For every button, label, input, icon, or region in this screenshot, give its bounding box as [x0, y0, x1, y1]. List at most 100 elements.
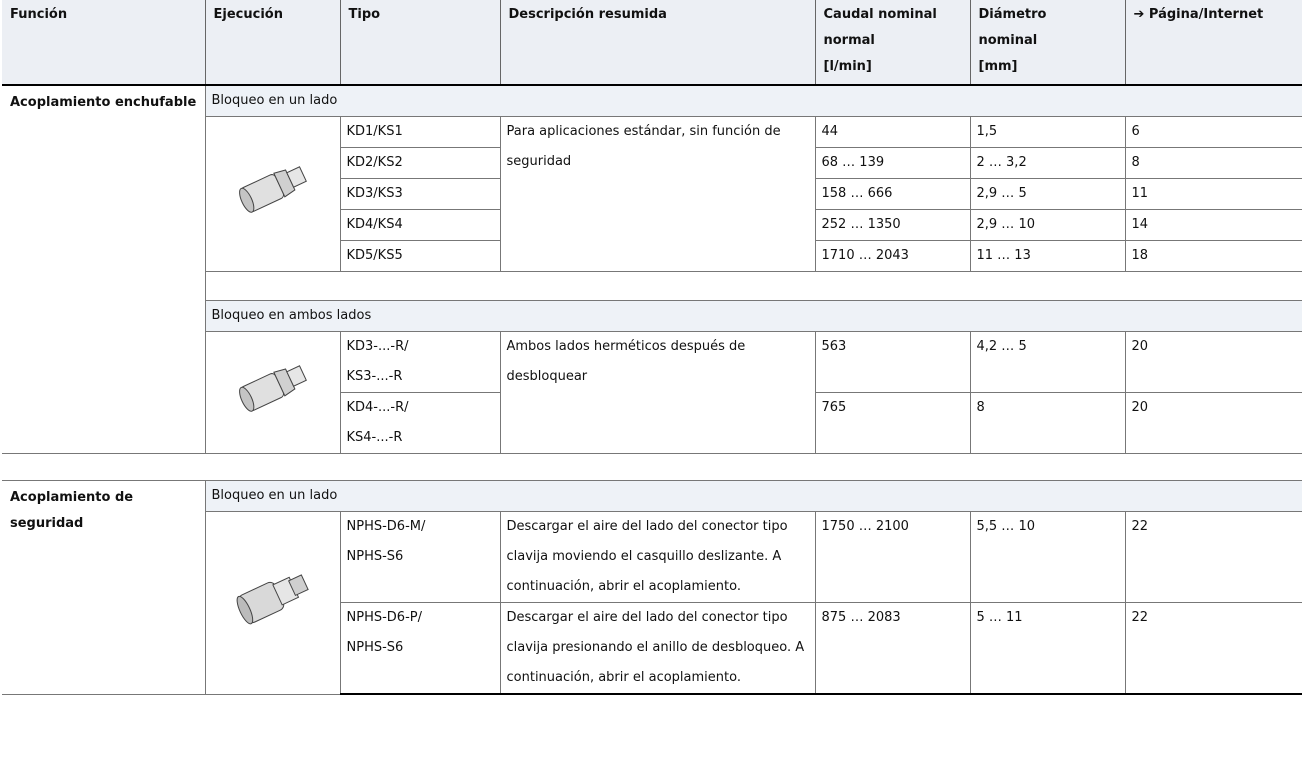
data-row: KD5/KS5 1710 … 2043 11 … 13 18: [2, 240, 1302, 272]
type-cell: NPHS-D6-M/NPHS-S6: [339, 511, 501, 603]
flow-cell: 252 … 1350: [814, 209, 971, 241]
page-cell: 11: [1124, 178, 1302, 210]
description-cell: Descargar el aire del lado del conector …: [499, 602, 816, 695]
description-cell: Para aplicaciones estándar, sin función …: [499, 116, 816, 272]
data-row: KD4-...-R/KS4-...-R 765 8 20: [2, 392, 1302, 454]
data-row: NPHS-D6-M/NPHS-S6 Descargar el aire del l…: [2, 511, 1302, 695]
diameter-cell: 11 … 13: [969, 240, 1126, 272]
column-header: ➔ Página/Internet: [1124, 0, 1302, 86]
data-row: KD3/KS3 158 … 666 2,9 … 5 11: [2, 178, 1302, 210]
group-title-row: Bloqueo en ambos lados: [2, 300, 1302, 332]
page-cell: 18: [1124, 240, 1302, 272]
flow-cell: 1710 … 2043: [814, 240, 971, 272]
separator-row: [2, 453, 1302, 481]
text-line: Caudal nominal: [823, 7, 937, 22]
function-cell: Acoplamiento enchufable: [2, 84, 206, 454]
type-cell: KD2/KS2: [339, 147, 501, 179]
diameter-cell: 5 … 11: [969, 602, 1126, 695]
type-cell: KD3/KS3: [339, 178, 501, 210]
data-row: KD2/KS2 68 … 139 2 … 3,2 8: [2, 147, 1302, 179]
header-row: Función Ejecución Tipo Descripción resumida…: [2, 0, 1302, 86]
text-line: Descripción resumida: [508, 7, 667, 22]
diameter-cell: 5,5 … 10: [969, 511, 1126, 603]
coupling-image: [236, 574, 309, 625]
spacer: [204, 271, 1302, 301]
data-row: KD3-...-R/KS3-...-R Ambos lados hermético…: [2, 331, 1302, 454]
group-title: Bloqueo en un lado: [204, 480, 1302, 512]
type-cell: KD4/KS4: [339, 209, 501, 241]
text-line: KD3/KS3: [346, 186, 403, 201]
flow-cell: 1750 … 2100: [814, 511, 971, 603]
coupling-image: [238, 364, 307, 412]
data-row: NPHS-D6-P/NPHS-S6 Descargar el aire del l…: [2, 602, 1302, 695]
diameter-cell: 4,2 … 5: [969, 331, 1126, 393]
flow-cell: 158 … 666: [814, 178, 971, 210]
text-line: Función: [10, 7, 68, 22]
text-line: NPHS-S6: [346, 549, 404, 564]
data-row: KD4/KS4 252 … 1350 2,9 … 10 14: [2, 209, 1302, 241]
description-cell: Ambos lados herméticos después de desblo…: [499, 331, 816, 454]
flow-cell: 563: [814, 331, 971, 393]
flow-cell: 875 … 2083: [814, 602, 971, 695]
column-header: Tipo: [339, 0, 500, 86]
text-line: KS3-...-R: [346, 369, 403, 384]
diameter-cell: 8: [969, 392, 1126, 454]
diameter-cell: 2,9 … 5: [969, 178, 1126, 210]
text-line: ➔ Página/Internet: [1133, 7, 1264, 22]
page-cell: 14: [1124, 209, 1302, 241]
flow-cell: 68 … 139: [814, 147, 971, 179]
text-line: KD5/KS5: [346, 248, 403, 263]
text-line: KD3-...-R/: [346, 339, 409, 354]
type-cell: KD5/KS5: [339, 240, 501, 272]
text-line: NPHS-D6-P/: [346, 610, 422, 625]
data-row: KD1/KS1 Para aplicaciones estándar, sin f…: [2, 116, 1302, 272]
flow-cell: 44: [814, 116, 971, 148]
column-header: Ejecución: [204, 0, 340, 86]
text-line: normal: [823, 33, 875, 48]
text-line: KD4-...-R/: [346, 400, 409, 415]
column-header: Caudal nominal normal [l/min]: [814, 0, 970, 86]
text-line: [l/min]: [823, 59, 872, 74]
description-cell: Descargar el aire del lado del conector …: [499, 511, 816, 603]
text-line: Diámetro: [978, 7, 1047, 22]
page-cell: 20: [1124, 331, 1302, 393]
text-line: NPHS-D6-M/: [346, 519, 426, 534]
text-line: KD2/KS2: [346, 155, 403, 170]
column-header: Diámetro nominal [mm]: [969, 0, 1125, 86]
text-line: KD1/KS1: [346, 124, 403, 139]
image-cell: [204, 116, 341, 272]
text-line: KS4-...-R: [346, 430, 403, 445]
coupling-image: [238, 166, 307, 213]
image-cell: [204, 511, 341, 695]
flow-cell: 765: [814, 392, 971, 454]
group-title: Bloqueo en ambos lados: [204, 300, 1302, 332]
text-line: nominal: [978, 33, 1038, 48]
type-cell: KD3-...-R/KS3-...-R: [339, 331, 501, 393]
page-cell: 8: [1124, 147, 1302, 179]
text-line: NPHS-S6: [346, 640, 404, 655]
table-body: Acoplamiento enchufable Bloqueo en un lad…: [2, 84, 1302, 695]
text-line: Ejecución: [213, 7, 283, 22]
column-header: Descripción resumida: [499, 0, 815, 86]
text-line: KD4/KS4: [346, 217, 403, 232]
type-cell: KD1/KS1: [339, 116, 501, 148]
image-cell: [204, 331, 341, 454]
page-cell: 22: [1124, 602, 1302, 695]
page-cell: 22: [1124, 511, 1302, 603]
diameter-cell: 1,5: [969, 116, 1126, 148]
product-table: Función Ejecución Tipo Descripción resumida…: [2, 0, 1302, 695]
diameter-cell: 2,9 … 10: [969, 209, 1126, 241]
text-line: Tipo: [348, 7, 381, 22]
type-cell: NPHS-D6-P/NPHS-S6: [339, 602, 501, 695]
diameter-cell: 2 … 3,2: [969, 147, 1126, 179]
group-title: Bloqueo en un lado: [204, 84, 1302, 117]
group-title-row: Acoplamiento de seguridad Bloqueo en un l…: [2, 480, 1302, 695]
spacer: [2, 453, 1302, 481]
type-cell: KD4-...-R/KS4-...-R: [339, 392, 501, 454]
page-cell: 20: [1124, 392, 1302, 454]
group-title-row: Acoplamiento enchufable Bloqueo en un lad…: [2, 84, 1302, 454]
page-cell: 6: [1124, 116, 1302, 148]
text-line: [mm]: [978, 59, 1018, 74]
function-cell: Acoplamiento de seguridad: [2, 480, 206, 695]
